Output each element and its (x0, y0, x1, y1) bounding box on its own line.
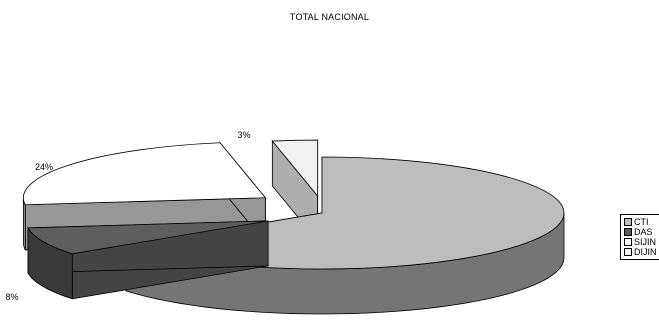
legend: CTI DAS SIJIN DIJIN (620, 214, 659, 260)
slice-sijin-side-0 (22, 197, 26, 252)
legend-swatch-das (624, 228, 632, 236)
legend-label-sijin: SIJIN (634, 237, 657, 247)
data-label-sijin: 24% (35, 162, 53, 172)
pie-slices (22, 139, 565, 315)
legend-swatch-cti (624, 218, 632, 226)
legend-item-dijin: DIJIN (624, 247, 657, 257)
pie-labels: 65%8%24%3% (5, 130, 250, 302)
legend-label-cti: CTI (634, 217, 649, 227)
slice-das (27, 220, 269, 255)
legend-label-das: DAS (634, 227, 653, 237)
data-label-das: 8% (5, 292, 18, 302)
legend-label-dijin: DIJIN (634, 247, 657, 257)
chart-title: TOTAL NACIONAL (289, 12, 370, 22)
legend-swatch-sijin (624, 238, 632, 246)
slice-sijin (23, 142, 267, 206)
slice-dijin (271, 139, 319, 198)
legend-item-cti: CTI (624, 217, 657, 227)
legend-swatch-dijin (624, 248, 632, 256)
data-label-dijin: 3% (237, 130, 250, 140)
legend-item-sijin: SIJIN (624, 237, 657, 247)
legend-item-das: DAS (624, 227, 657, 237)
